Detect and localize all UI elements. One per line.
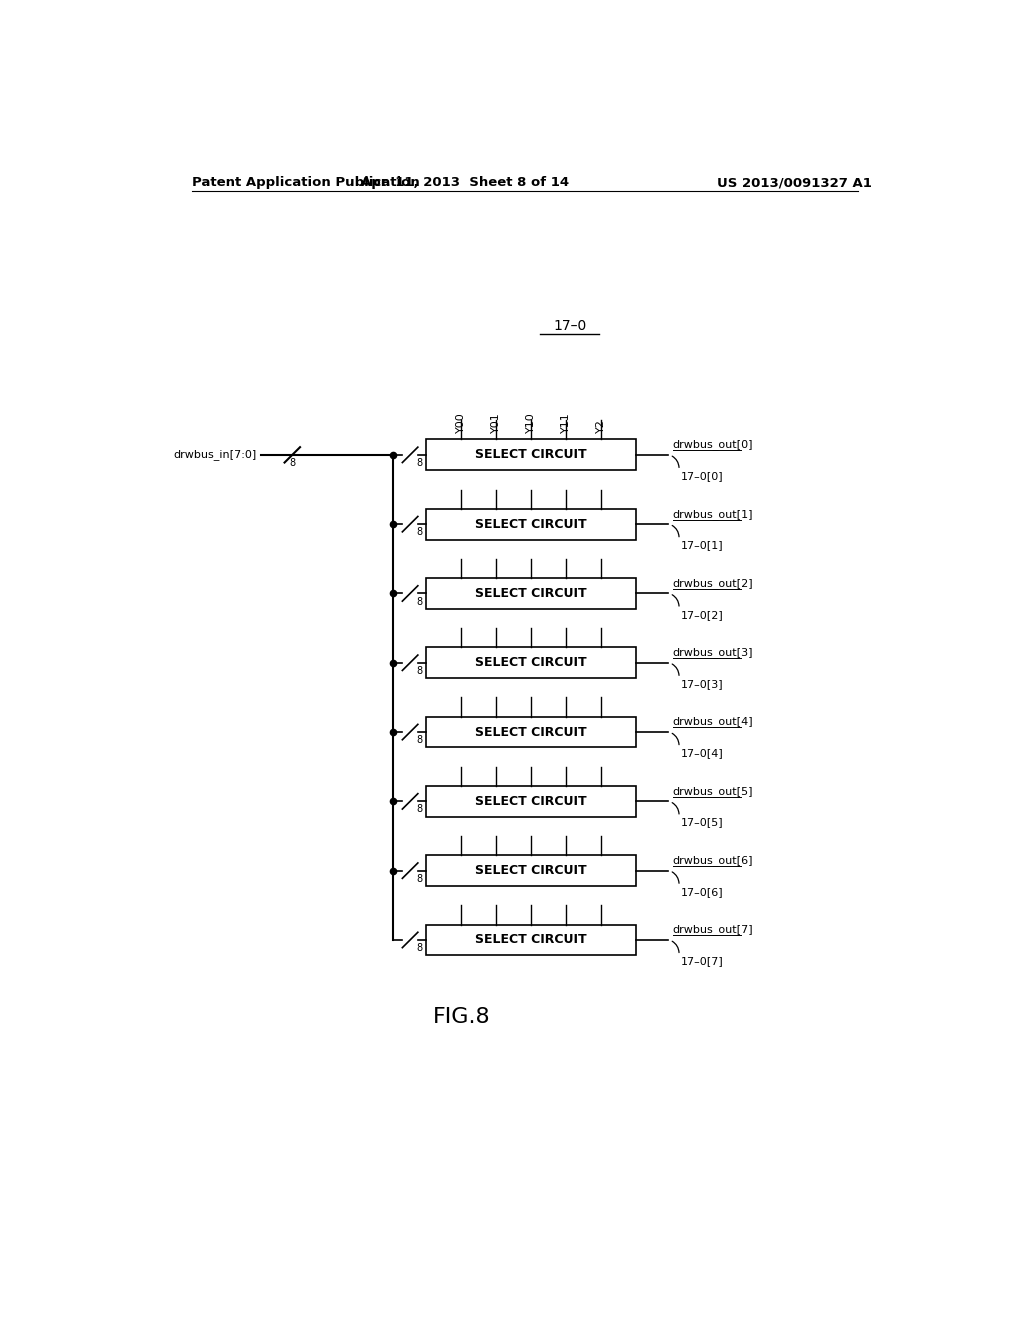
- Text: 17–0[2]: 17–0[2]: [681, 610, 723, 619]
- Text: SELECT CIRCUIT: SELECT CIRCUIT: [475, 449, 587, 462]
- Bar: [426, 578, 636, 609]
- Text: 8: 8: [417, 527, 423, 537]
- Bar: [426, 785, 636, 817]
- Text: 8: 8: [417, 735, 423, 744]
- Text: Patent Application Publication: Patent Application Publication: [191, 176, 419, 189]
- Text: 8: 8: [417, 665, 423, 676]
- Bar: [426, 855, 636, 886]
- Text: 8: 8: [417, 874, 423, 883]
- Text: 17–0: 17–0: [553, 319, 587, 333]
- Text: drwbus_out[3]: drwbus_out[3]: [673, 647, 754, 659]
- Text: drwbus_out[5]: drwbus_out[5]: [673, 785, 754, 797]
- Text: 17–0[1]: 17–0[1]: [681, 540, 723, 550]
- Text: 17–0[0]: 17–0[0]: [681, 471, 723, 480]
- Text: FIG.8: FIG.8: [432, 1007, 490, 1027]
- Text: Apr. 11, 2013  Sheet 8 of 14: Apr. 11, 2013 Sheet 8 of 14: [361, 176, 569, 189]
- Text: drwbus_out[4]: drwbus_out[4]: [673, 717, 754, 727]
- Text: Y01: Y01: [492, 413, 501, 433]
- Text: SELECT CIRCUIT: SELECT CIRCUIT: [475, 517, 587, 531]
- Text: SELECT CIRCUIT: SELECT CIRCUIT: [475, 587, 587, 601]
- Text: 8: 8: [289, 458, 295, 467]
- Text: SELECT CIRCUIT: SELECT CIRCUIT: [475, 795, 587, 808]
- Text: drwbus_out[0]: drwbus_out[0]: [673, 440, 754, 450]
- Bar: [426, 508, 636, 540]
- Bar: [426, 440, 636, 470]
- Text: drwbus_out[7]: drwbus_out[7]: [673, 924, 754, 936]
- Text: Y2: Y2: [596, 420, 606, 433]
- Text: US 2013/0091327 A1: US 2013/0091327 A1: [717, 176, 872, 189]
- Text: SELECT CIRCUIT: SELECT CIRCUIT: [475, 656, 587, 669]
- Text: 17–0[4]: 17–0[4]: [681, 748, 723, 758]
- Text: SELECT CIRCUIT: SELECT CIRCUIT: [475, 933, 587, 946]
- Text: drwbus_out[6]: drwbus_out[6]: [673, 855, 754, 866]
- Text: 8: 8: [417, 458, 423, 467]
- Text: 17–0[5]: 17–0[5]: [681, 817, 723, 828]
- Text: 17–0[7]: 17–0[7]: [681, 956, 723, 966]
- Bar: [426, 717, 636, 747]
- Text: 8: 8: [417, 942, 423, 953]
- Text: Y00: Y00: [457, 413, 466, 433]
- Text: SELECT CIRCUIT: SELECT CIRCUIT: [475, 726, 587, 739]
- Text: Y11: Y11: [561, 413, 570, 433]
- Text: 8: 8: [417, 597, 423, 606]
- Text: 17–0[3]: 17–0[3]: [681, 678, 723, 689]
- Text: 8: 8: [417, 804, 423, 814]
- Text: SELECT CIRCUIT: SELECT CIRCUIT: [475, 865, 587, 878]
- Text: drwbus_out[2]: drwbus_out[2]: [673, 578, 754, 589]
- Text: 17–0[6]: 17–0[6]: [681, 887, 723, 896]
- Text: drwbus_in[7:0]: drwbus_in[7:0]: [173, 449, 257, 461]
- Text: drwbus_out[1]: drwbus_out[1]: [673, 508, 754, 520]
- Text: Y10: Y10: [526, 413, 536, 433]
- Bar: [426, 924, 636, 956]
- Bar: [426, 647, 636, 678]
